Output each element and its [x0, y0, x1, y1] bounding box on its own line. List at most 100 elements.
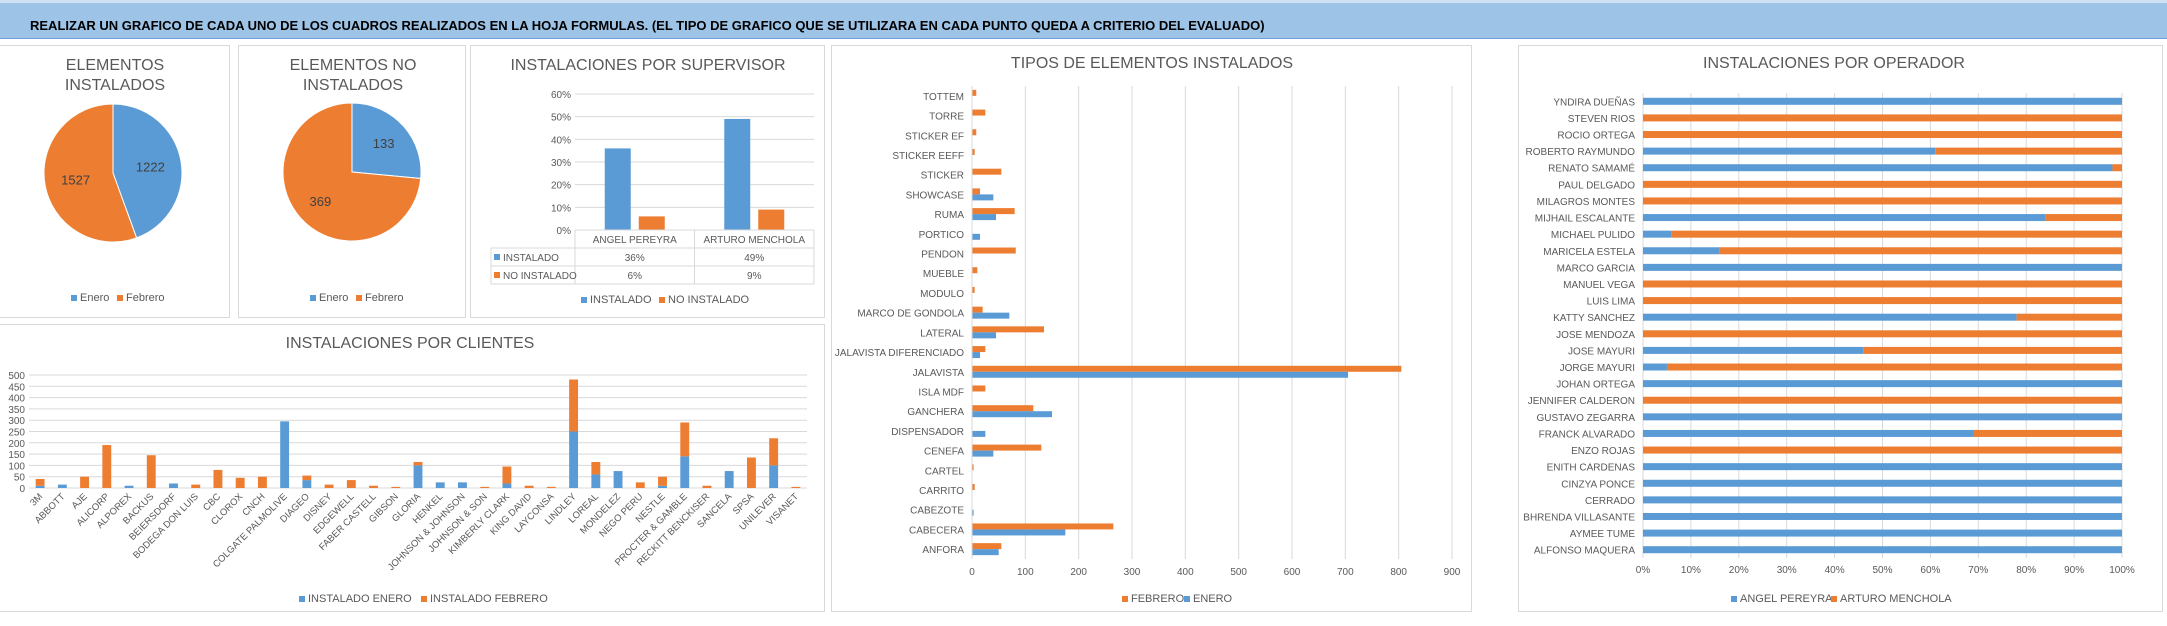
y-tick-label: 10%	[551, 203, 571, 214]
chart-panel-instalaciones-por-operador[interactable]: INSTALACIONES POR OPERADOR 0% 10% 20% 30% 40…	[1518, 45, 2163, 612]
x-tick-label: 50%	[1872, 565, 1892, 576]
y-tick-label: 200	[8, 439, 25, 450]
pie-data-label-enero: 133	[373, 136, 395, 151]
bar-instalado-febrero-cnch	[257, 476, 267, 488]
y-tick-label: 450	[8, 382, 25, 393]
y-tick-label: 300	[8, 416, 25, 427]
table-value-instalado-angel-pereyra: 36%	[625, 253, 645, 264]
legend-swatch-febrero	[117, 295, 123, 301]
bar-angel-pereyra-marco-garcia	[1643, 263, 2122, 271]
bar-enero-showcase	[972, 194, 994, 201]
pie-slice-enero	[112, 103, 183, 239]
bar-instalado-angel-pereyra	[604, 148, 631, 230]
bar-febrero-ganchera	[972, 405, 1034, 412]
x-tick-label: 900	[1444, 567, 1461, 578]
y-tick-label: 250	[8, 428, 25, 439]
y-category-label-michael-pulido: MICHAEL PULIDO	[1551, 230, 1635, 241]
bar-instalado-febrero-nego-peru	[635, 482, 645, 488]
chart-panel-elementos-instalados[interactable]: ELEMENTOS INSTALADOS Enero Febrero 1222 1…	[0, 45, 230, 318]
bar-instalado-febrero-alicorp	[102, 445, 112, 488]
bar-enero-cenefa	[972, 450, 994, 457]
bar-instalado-enero-henkel	[435, 482, 445, 488]
instruction-text: REALIZAR UN GRAFICO DE CADA UNO DE LOS C…	[30, 18, 1265, 33]
y-category-label-roberto-raymundo: ROBERTO RAYMUNDO	[1526, 147, 1636, 158]
y-category-label-modulo: MODULO	[920, 289, 964, 300]
bar-instalado-enero-mondelez	[613, 471, 623, 488]
chart-panel-instalaciones-por-clientes[interactable]: INSTALACIONES POR CLIENTES 0 50 100 150 200 2…	[0, 324, 825, 612]
y-tick-label: 0	[19, 484, 25, 495]
legend-label-no-instalado: NO INSTALADO	[668, 294, 750, 306]
y-category-label-dispensador: DISPENSADOR	[891, 427, 964, 438]
bar-febrero-anfora	[972, 543, 1002, 550]
table-legend-key-instalado	[494, 254, 500, 260]
y-category-label-ganchera: GANCHERA	[907, 407, 964, 418]
chart-panel-elementos-no-instalados[interactable]: ELEMENTOS NO INSTALADOS Enero Febrero 13…	[238, 45, 466, 318]
y-category-label-manuel-vega: MANUEL VEGA	[1563, 280, 1635, 291]
bar-angel-pereyra-jose-mayuri	[1643, 346, 1864, 354]
bar-angel-pereyra-katty-sanchez	[1643, 313, 2017, 321]
y-category-label-paul-delgado: PAUL DELGADO	[1558, 180, 1635, 191]
y-category-label-jennifer-calderon: JENNIFER CALDERON	[1528, 396, 1635, 407]
pie-slice-febrero	[282, 102, 422, 242]
bar-instalado-arturo-menchola	[724, 118, 751, 230]
bar-angel-pereyra-renato-samam	[1643, 164, 2113, 172]
y-category-label-mijhail-escalante: MIJHAIL ESCALANTE	[1535, 214, 1636, 225]
bar-febrero-cabecera	[972, 523, 1114, 530]
x-tick-label: 400	[1177, 567, 1194, 578]
bar-enero-dispensador	[972, 430, 986, 437]
legend-swatch-instalado	[581, 297, 587, 303]
y-tick-label: 100	[8, 461, 25, 472]
x-tick-label: 20%	[1729, 565, 1749, 576]
y-category-label-sticker-ef: STICKER EF	[905, 131, 964, 142]
y-category-label-alfonso-maquera: ALFONSO MAQUERA	[1534, 546, 1635, 557]
y-category-label-bhrenda-villasante: BHRENDA VILLASANTE	[1523, 512, 1635, 523]
table-series-label-no-instalado: NO INSTALADO	[503, 271, 577, 282]
bar-enero-anfora	[972, 549, 999, 556]
y-category-label-mueble: MUEBLE	[923, 269, 964, 280]
bar-instalado-enero-nestle	[658, 485, 667, 488]
y-category-label-franck-alvarado: FRANCK ALVARADO	[1539, 429, 1636, 440]
table-series-label-instalado: INSTALADO	[503, 253, 559, 264]
x-tick-label: 0	[969, 567, 975, 578]
x-tick-label: 10%	[1681, 565, 1701, 576]
y-category-label-portico: PORTICO	[919, 230, 965, 241]
bar-instalado-enero-procter-gamble	[680, 456, 690, 488]
y-category-label-luis-lima: LUIS LIMA	[1587, 297, 1636, 308]
bar-febrero-marco-de-gondola	[972, 306, 983, 313]
y-category-label-jalavista: JALAVISTA	[913, 368, 965, 379]
y-category-label-ruma: RUMA	[935, 210, 965, 221]
y-category-label-isla-mdf: ISLA MDF	[918, 387, 964, 398]
legend-swatch-instalado-enero	[299, 596, 305, 602]
y-category-label-cinzya-ponce: CINZYA PONCE	[1561, 479, 1635, 490]
table-legend-key-no-instalado	[494, 272, 500, 278]
legend-swatch-febrero	[1122, 596, 1128, 602]
bar-arturo-menchola-maricela-estela	[1719, 247, 2122, 255]
bar-febrero-pendon	[972, 247, 1016, 254]
chart-panel-tipos-de-elementos-instalados[interactable]: TIPOS DE ELEMENTOS INSTALADOS 0 100 200 300…	[831, 45, 1472, 612]
y-category-label-jose-mayuri: JOSE MAYURI	[1568, 346, 1635, 357]
bar-instalado-febrero-faber-castell	[369, 485, 378, 488]
legend-label-febrero: Febrero	[365, 292, 404, 304]
bar-instalado-febrero-kimberly-clark	[502, 466, 512, 484]
chart-title-line-1: ELEMENTOS NO	[290, 57, 417, 74]
x-tick-label-3m: 3M	[28, 491, 45, 508]
y-tick-label: 400	[8, 394, 25, 405]
y-category-label-anfora: ANFORA	[922, 545, 964, 556]
chart-panel-instalaciones-por-supervisor[interactable]: INSTALACIONES POR SUPERVISOR 0% 10% 20% 30%…	[470, 45, 825, 318]
legend-swatch-enero	[310, 295, 316, 301]
bar-arturo-menchola-jennifer-calderon	[1643, 396, 2122, 404]
bar-febrero-carrito	[972, 484, 975, 491]
bar-angel-pereyra-cerrado	[1643, 496, 2122, 504]
bar-chart-instalaciones-por-operador: INSTALACIONES POR OPERADOR 0% 10% 20% 30% 40…	[1523, 55, 2135, 605]
bar-arturo-menchola-jose-mendoza	[1643, 330, 2122, 338]
bar-instalado-febrero-edgewell	[346, 480, 356, 488]
bar-instalado-enero-beiersdorf	[169, 483, 178, 488]
bar-arturo-menchola-rocio-ortega	[1643, 131, 2122, 139]
bar-angel-pereyra-roberto-raymundo	[1643, 147, 1936, 155]
bar-enero-jalavista	[972, 371, 1348, 378]
y-category-label-cabecera: CABECERA	[909, 525, 964, 536]
bar-chart-instalaciones-por-clientes: INSTALACIONES POR CLIENTES 0501001502002…	[8, 335, 807, 605]
bar-instalado-febrero-3m	[35, 478, 45, 486]
y-category-label-renato-samam: RENATO SAMAMÉ	[1548, 162, 1635, 175]
y-category-label-tottem: TOTTEM	[923, 92, 964, 103]
